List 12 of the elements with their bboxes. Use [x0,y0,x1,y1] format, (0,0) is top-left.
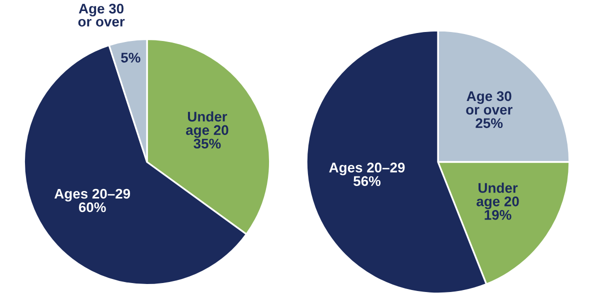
slice-label: Under age 20 [186,111,228,138]
slice-label: Under age 20 [476,182,519,210]
slice-label: Age 30 or over [78,4,125,27]
slice-label: Age 30 or over [466,91,512,115]
data-label: 25% [476,118,503,128]
data-label: 56% [354,176,381,186]
data-label: 60% [78,202,106,212]
data-label: 35% [194,138,221,149]
slice-label: Ages 20–29 [54,188,130,202]
data-label: 5% [121,52,140,63]
slice-label: Ages 20–29 [329,162,405,176]
data-label: 19% [484,210,512,220]
